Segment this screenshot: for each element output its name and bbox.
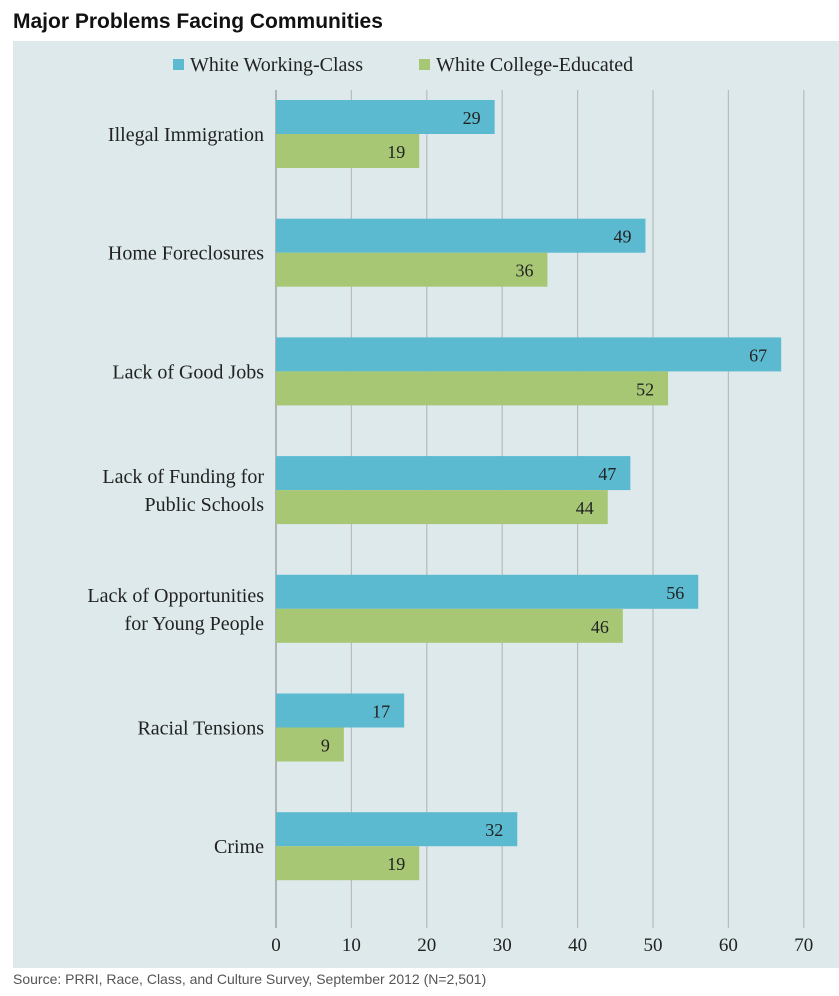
bar-value-label: 19 [387, 142, 405, 162]
category-label: for Young People [125, 613, 265, 635]
bar [276, 608, 623, 643]
bar-value-label: 17 [372, 702, 390, 722]
bar [276, 846, 420, 881]
x-tick-label: 50 [644, 935, 663, 956]
x-tick-label: 70 [794, 935, 813, 956]
category-label: Racial Tensions [137, 718, 264, 740]
legend: White Working-Class White College-Educate… [173, 54, 633, 76]
bar-value-label: 44 [576, 498, 594, 518]
category-label: Home Foreclosures [108, 243, 264, 265]
category-label: Lack of Funding for [102, 466, 264, 488]
source-note: Source: PRRI, Race, Class, and Culture S… [13, 971, 487, 987]
bar-value-label: 46 [591, 617, 609, 637]
bar-chart: White Working-Class White College-Educate… [13, 41, 839, 968]
bar-value-label: 52 [636, 379, 654, 399]
bar [276, 574, 699, 609]
category-label: Illegal Immigration [108, 124, 264, 146]
bar-value-label: 9 [321, 736, 330, 756]
legend-label: White College-Educated [436, 54, 633, 76]
bar-value-label: 49 [613, 227, 631, 247]
bar [276, 727, 344, 762]
category-label: Lack of Good Jobs [112, 361, 264, 383]
legend-label: White Working-Class [190, 54, 363, 76]
category-label: Lack of Opportunities [87, 585, 264, 607]
bar [276, 337, 782, 372]
bar [276, 100, 495, 134]
category-label: Public Schools [145, 494, 265, 516]
legend-swatch [419, 59, 430, 70]
category-label: Crime [214, 836, 264, 858]
x-tick-label: 20 [417, 935, 436, 956]
bar-value-label: 29 [463, 108, 481, 128]
bar [276, 456, 631, 491]
bar-value-label: 47 [598, 464, 616, 484]
x-tick-label: 40 [568, 935, 587, 956]
legend-swatch [173, 59, 184, 70]
bar-value-label: 19 [387, 854, 405, 874]
chart-panel: White Working-Class White College-Educate… [13, 41, 839, 968]
x-axis-tick-labels: 0 10 20 30 40 50 60 70 [271, 935, 813, 956]
bar [276, 218, 646, 253]
bar-value-label: 36 [515, 261, 533, 281]
bar [276, 812, 518, 847]
bar [276, 371, 669, 406]
bar [276, 252, 548, 287]
bar [276, 490, 608, 525]
bar-value-label: 32 [485, 820, 503, 840]
bar [276, 134, 420, 168]
x-tick-label: 10 [342, 935, 361, 956]
chart-title: Major Problems Facing Communities [13, 10, 383, 33]
x-tick-label: 30 [493, 935, 512, 956]
x-tick-label: 60 [719, 935, 738, 956]
x-tick-label: 0 [271, 935, 281, 956]
bar-value-label: 67 [749, 345, 767, 365]
bar [276, 693, 405, 728]
category-labels: Illegal Immigration Home Foreclosures Lack… [87, 124, 264, 858]
bar-value-label: 56 [666, 583, 684, 603]
